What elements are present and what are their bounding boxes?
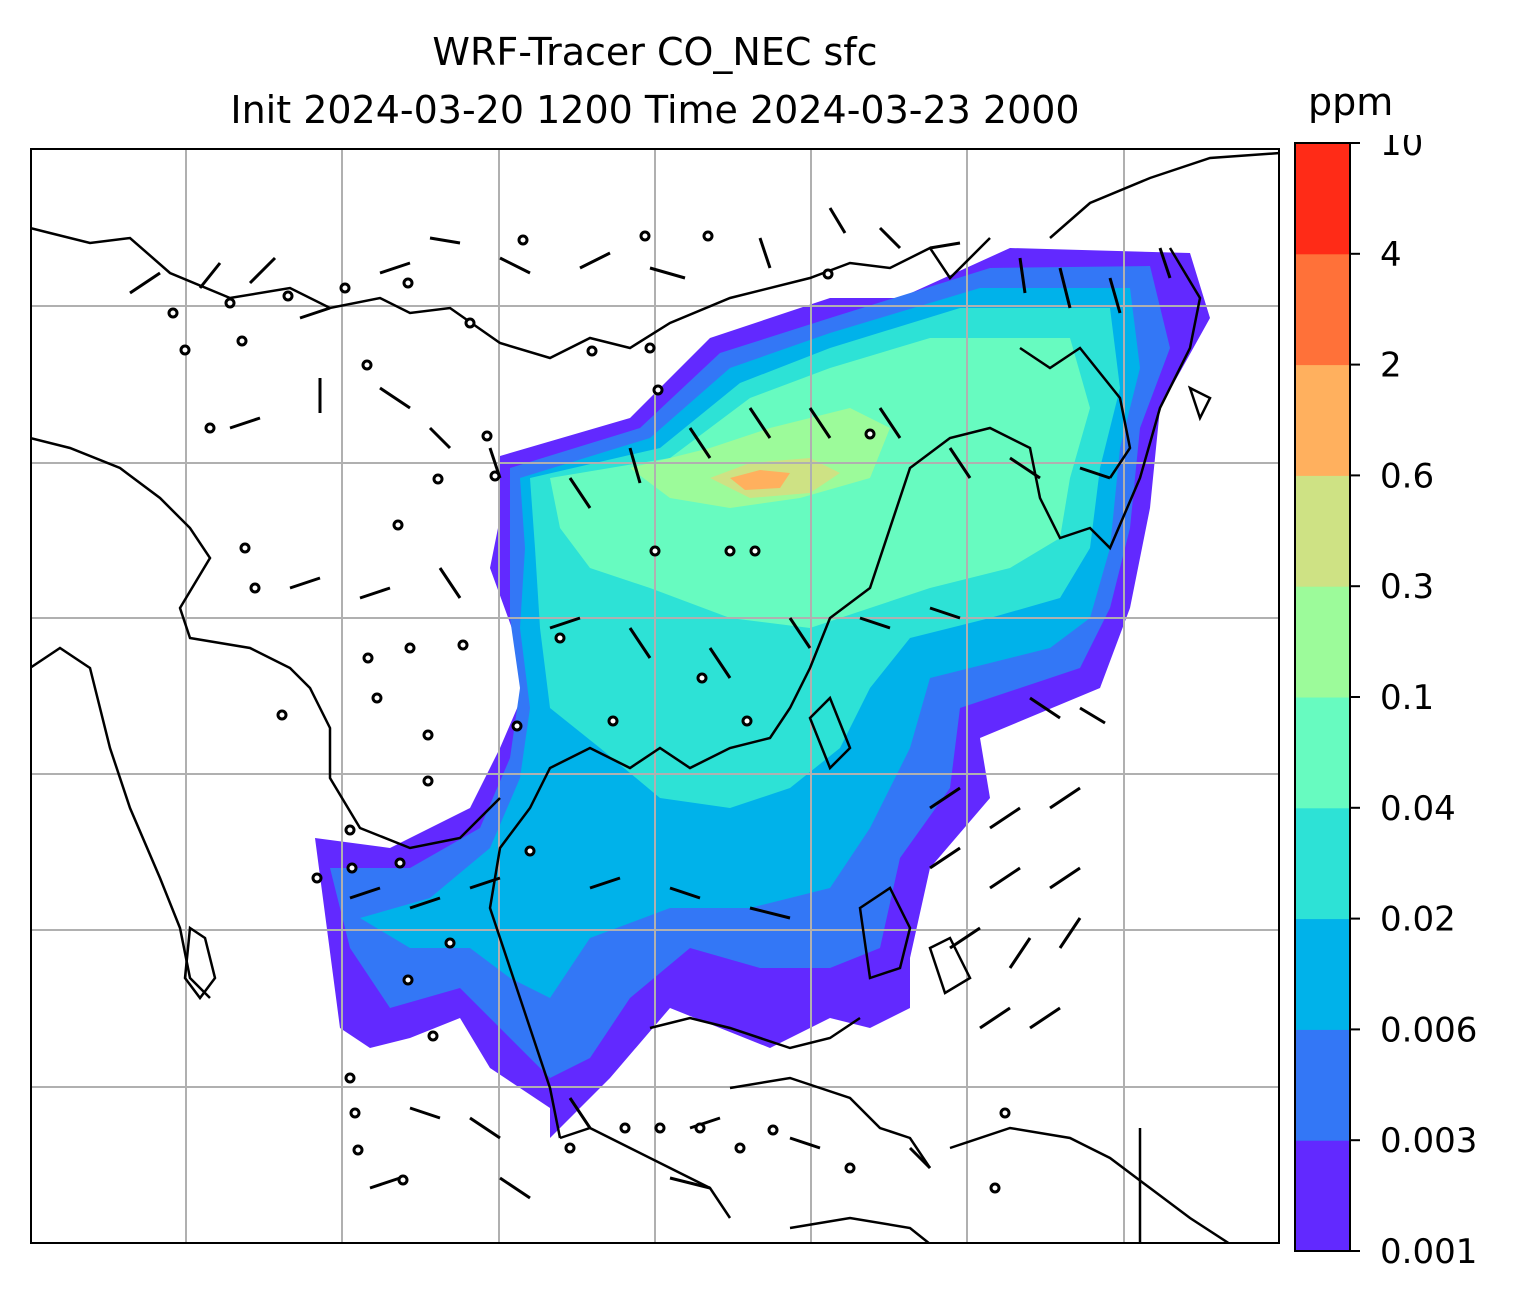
calm-markers (167, 230, 1011, 1194)
colorbar-tick-label: 0.04 (1380, 789, 1456, 829)
map-panel (30, 148, 1280, 1244)
colorbar-tick-label: 0.001 (1380, 1232, 1477, 1272)
concentration-field (315, 248, 1210, 1138)
colorbar-tick-label: 0.006 (1380, 1010, 1477, 1050)
colorbar-segment (1295, 143, 1350, 255)
colorbar-tick-label: 0.3 (1380, 567, 1434, 607)
coastlines (30, 151, 1280, 1244)
colorbar-tick-label: 0.02 (1380, 900, 1456, 940)
colorbar-tick-label: 4 (1380, 235, 1402, 275)
colorbar-segment (1295, 253, 1350, 366)
colorbar-tick-label: 10 (1380, 135, 1423, 164)
plot-title: WRF-Tracer CO_NEC sfc (432, 30, 878, 74)
colorbar-tick-label: 0.1 (1380, 678, 1434, 718)
colorbar-segment (1295, 364, 1350, 476)
colorbar-segment (1295, 697, 1350, 809)
colorbar-tick-label: 0.6 (1380, 456, 1434, 496)
gridlines (30, 148, 1280, 1244)
colorbar-units: ppm (1308, 80, 1394, 124)
colorbar-segment (1295, 1029, 1350, 1141)
colorbar-tick-label: 0.003 (1380, 1121, 1477, 1161)
colorbar-segment (1295, 918, 1350, 1030)
plot-subtitle: Init 2024-03-20 1200 Time 2024-03-23 200… (230, 88, 1080, 132)
colorbar-segment (1295, 807, 1350, 920)
wind-barbs (129, 207, 1172, 1200)
colorbar-tick-label: 2 (1380, 346, 1402, 386)
colorbar-segment (1295, 586, 1350, 698)
colorbar-segment (1295, 1140, 1350, 1252)
field-level-8 (730, 470, 790, 490)
colorbar: 0.001 0.003 0.006 0.02 0.04 0.1 0.3 0.6 2 4 10 (1294, 135, 1477, 1272)
colorbar-segment (1295, 475, 1350, 587)
